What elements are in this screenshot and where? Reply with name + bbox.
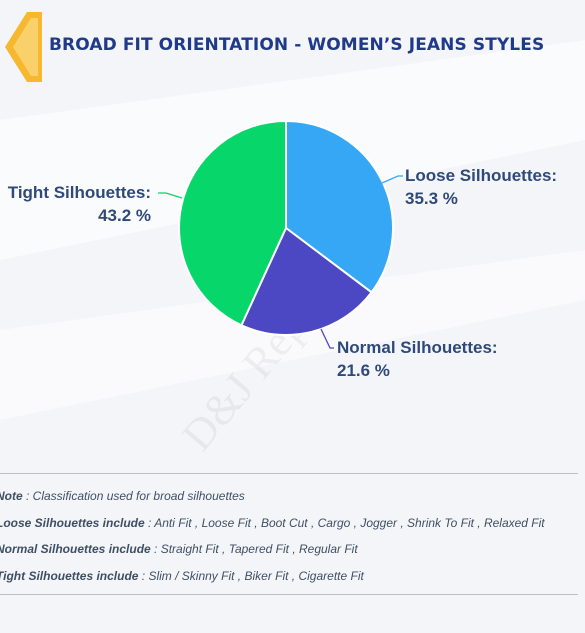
notes-box: Note : Classification used for broad sil… <box>0 473 578 595</box>
note-line: Note : Classification used for broad sil… <box>0 489 245 503</box>
tight-note-text: : Slim / Skinny Fit , Biker Fit , Cigare… <box>138 569 364 583</box>
chevron-left-icon <box>5 12 42 82</box>
normal-note-label: Normal Silhouettes include <box>0 542 151 556</box>
leader-line-normal-silhouettes <box>320 328 334 349</box>
pie-slice-loose-silhouettes <box>285 119 394 294</box>
note-text: : Classification used for broad silhouet… <box>22 489 245 503</box>
note-label: Note <box>0 489 23 503</box>
tight-note-line: Tight Silhouettes include : Slim / Skinn… <box>0 569 364 583</box>
normal-note-line: Normal Silhouettes include : Straight Fi… <box>0 542 358 556</box>
tight-note-label: Tight Silhouettes include <box>0 569 139 583</box>
pie-slice-tight-silhouettes <box>178 119 287 327</box>
loose-note-text: : Anti Fit , Loose Fit , Boot Cut , Carg… <box>144 516 545 530</box>
slice-label-tight-silhouettes: Tight Silhouettes: <box>8 183 151 202</box>
slice-value-normal-silhouettes: 21.6 % <box>337 361 390 380</box>
pie-chart: Loose Silhouettes: 35.3 % Normal Silhouett… <box>8 119 557 380</box>
loose-note-label: Loose Silhouettes include <box>0 516 145 530</box>
loose-note-line: Loose Silhouettes include : Anti Fit , L… <box>0 516 545 530</box>
slice-label-loose-silhouettes: Loose Silhouettes: <box>405 166 557 185</box>
leader-line-loose-silhouettes <box>381 175 403 184</box>
slice-label-normal-silhouettes: Normal Silhouettes: <box>337 338 498 357</box>
normal-note-text: : Straight Fit , Tapered Fit , Regular F… <box>150 542 358 556</box>
page-title: BROAD FIT ORIENTATION - WOMEN’S JEANS ST… <box>49 35 545 55</box>
title-bar: BROAD FIT ORIENTATION - WOMEN’S JEANS ST… <box>0 12 585 82</box>
slice-value-tight-silhouettes: 43.2 % <box>98 206 151 225</box>
leader-line-tight-silhouettes <box>158 192 183 199</box>
slice-value-loose-silhouettes: 35.3 % <box>405 189 458 208</box>
